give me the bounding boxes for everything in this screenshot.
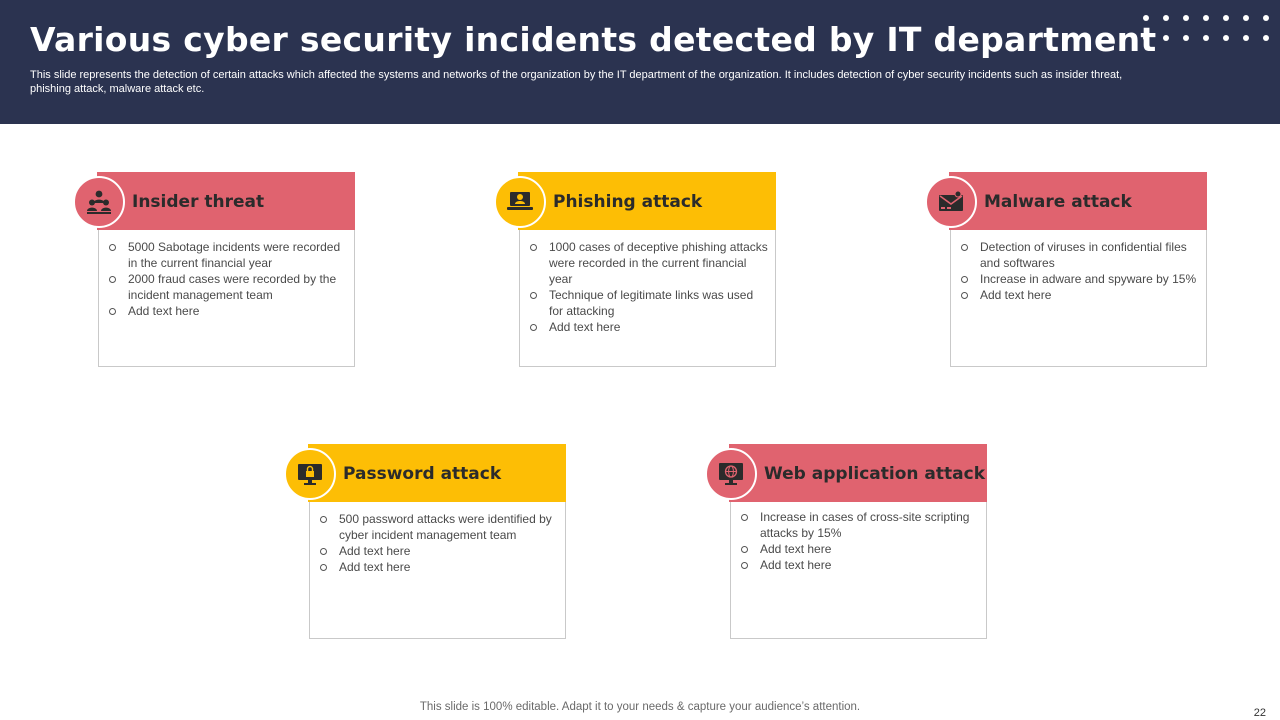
card-phishing-attack: Phishing attack 1000 cases of deceptive … — [494, 172, 776, 367]
people-group-icon — [73, 176, 125, 228]
header-banner: Various cyber security incidents detecte… — [0, 0, 1280, 124]
list-item: 1000 cases of deceptive phishing attacks… — [530, 239, 768, 287]
list-item: Add text here — [530, 319, 768, 335]
card-malware-attack: Malware attack Detection of viruses in c… — [925, 172, 1207, 367]
list-item: Detection of viruses in confidential fil… — [961, 239, 1199, 271]
bullet-list: 500 password attacks were identified by … — [320, 511, 558, 575]
list-item: Increase in adware and spyware by 15% — [961, 271, 1199, 287]
card-body: Detection of viruses in confidential fil… — [950, 230, 1207, 367]
list-item: Technique of legitimate links was used f… — [530, 287, 768, 319]
card-header: Insider threat — [97, 172, 355, 230]
page-title: Various cyber security incidents detecte… — [30, 20, 1157, 59]
list-item: Add text here — [741, 557, 979, 573]
card-body: 5000 Sabotage incidents were recorded in… — [98, 230, 355, 367]
card-title: Phishing attack — [553, 192, 703, 212]
card-title: Insider threat — [132, 192, 265, 212]
bullet-list: 5000 Sabotage incidents were recorded in… — [109, 239, 347, 319]
list-item: 500 password attacks were identified by … — [320, 511, 558, 543]
page-number: 22 — [1253, 707, 1266, 719]
list-item: Increase in cases of cross-site scriptin… — [741, 509, 979, 541]
bullet-list: Detection of viruses in confidential fil… — [961, 239, 1199, 303]
password-monitor-icon — [284, 448, 336, 500]
web-globe-monitor-icon — [705, 448, 757, 500]
list-item: Add text here — [109, 303, 347, 319]
list-item: 2000 fraud cases were recorded by the in… — [109, 271, 347, 303]
bullet-list: Increase in cases of cross-site scriptin… — [741, 509, 979, 573]
card-body: 1000 cases of deceptive phishing attacks… — [519, 230, 776, 367]
card-header: Malware attack — [949, 172, 1207, 230]
card-body: Increase in cases of cross-site scriptin… — [730, 502, 987, 639]
footer-note: This slide is 100% editable. Adapt it to… — [419, 701, 861, 713]
infected-email-icon — [925, 176, 977, 228]
list-item: 5000 Sabotage incidents were recorded in… — [109, 239, 347, 271]
card-header: Phishing attack — [518, 172, 776, 230]
card-body: 500 password attacks were identified by … — [309, 502, 566, 639]
decorative-dots-icon — [1140, 12, 1272, 46]
list-item: Add text here — [320, 543, 558, 559]
bullet-list: 1000 cases of deceptive phishing attacks… — [530, 239, 768, 335]
list-item: Add text here — [961, 287, 1199, 303]
card-web-application-attack: Web application attack Increase in cases… — [705, 444, 987, 639]
hacker-laptop-icon — [494, 176, 546, 228]
page-subtitle: This slide represents the detection of c… — [30, 69, 1123, 95]
card-password-attack: Password attack 500 password attacks wer… — [284, 444, 566, 639]
list-item: Add text here — [741, 541, 979, 557]
card-header: Web application attack — [729, 444, 987, 502]
card-insider-threat: Insider threat 5000 Sabotage incidents w… — [73, 172, 355, 367]
card-title: Malware attack — [984, 192, 1132, 212]
card-title: Web application attack — [764, 464, 986, 484]
list-item: Add text here — [320, 559, 558, 575]
card-title: Password attack — [343, 464, 502, 484]
card-header: Password attack — [308, 444, 566, 502]
